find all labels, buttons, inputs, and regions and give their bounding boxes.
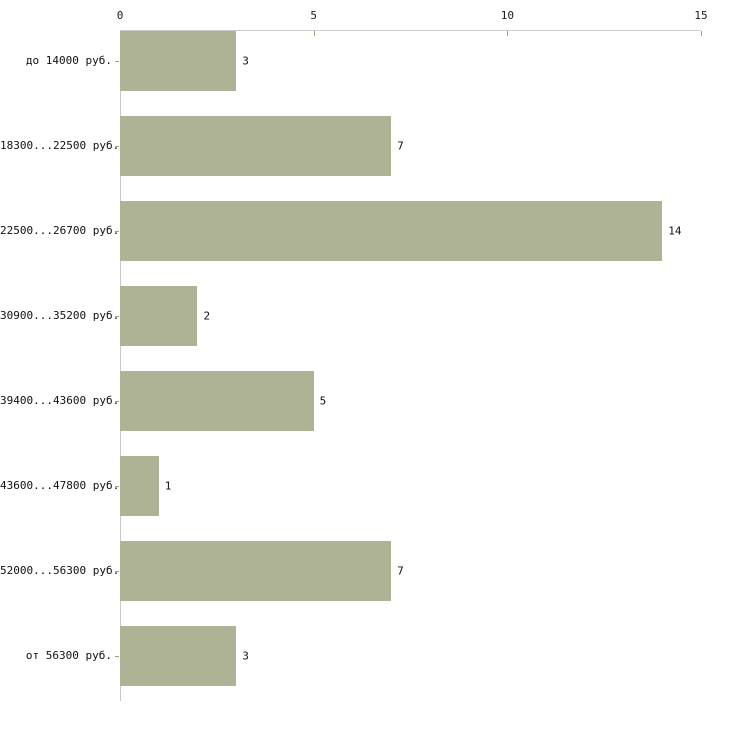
y-axis-category-label: 43600...47800 руб.	[0, 479, 120, 492]
bar-value-label: 14	[668, 224, 682, 238]
bar-row: 14	[120, 201, 701, 261]
x-tick-label: 0	[116, 9, 124, 22]
y-tick	[115, 571, 119, 572]
bar-row: 1	[120, 456, 701, 516]
bar-value-label: 1	[164, 479, 172, 493]
x-tick-10	[507, 31, 509, 36]
bar-value-label: 3	[242, 649, 249, 663]
y-tick	[115, 316, 119, 317]
y-axis-category-label: 22500...26700 руб.	[0, 224, 120, 237]
bar-row: 3	[120, 31, 701, 91]
y-tick	[115, 61, 119, 62]
bar[interactable]	[120, 31, 237, 91]
y-tick	[115, 401, 119, 402]
y-axis-line	[120, 31, 121, 701]
bar-value-label: 7	[397, 139, 404, 153]
bar-row: 2	[120, 286, 701, 346]
bar[interactable]	[120, 456, 159, 516]
bar[interactable]	[120, 371, 314, 431]
x-tick-5	[313, 31, 315, 36]
bar-row: 7	[120, 541, 701, 601]
bar-value-label: 7	[397, 564, 404, 578]
y-axis-category-label: 30900...35200 руб.	[0, 309, 120, 322]
y-axis-category-label: 18300...22500 руб.	[0, 139, 120, 152]
bar[interactable]	[120, 626, 237, 686]
x-axis-line	[120, 30, 701, 31]
x-tick-15	[701, 31, 702, 36]
x-tick-label: 5	[310, 9, 317, 22]
bar-row: 5	[120, 371, 701, 431]
bar[interactable]	[120, 541, 392, 601]
y-tick	[115, 146, 119, 147]
y-tick	[115, 231, 119, 232]
y-tick	[115, 486, 119, 487]
y-axis-category-label: до 14000 руб.	[25, 54, 112, 67]
y-axis-category-label: 52000...56300 руб.	[0, 564, 120, 577]
y-axis-category-label: от 56300 руб.	[25, 649, 112, 662]
y-axis-labels: до 14000 руб. 18300...22500 руб. 22500...2…	[0, 0, 120, 730]
x-tick-label: 10	[500, 9, 514, 22]
plot-area: 3 7 14 2 5 1 7 3	[120, 31, 701, 701]
bar-row: 7	[120, 116, 701, 176]
y-axis-category-label: 39400...43600 руб.	[0, 394, 120, 407]
bar[interactable]	[120, 286, 198, 346]
bar-row: 3	[120, 626, 701, 686]
x-tick-label: 15	[694, 9, 708, 22]
bar[interactable]	[120, 116, 392, 176]
y-tick	[115, 656, 119, 657]
bar-value-label: 5	[319, 394, 327, 408]
bar[interactable]	[120, 201, 663, 261]
bar-value-label: 2	[203, 309, 211, 323]
bar-value-label: 3	[242, 54, 249, 68]
